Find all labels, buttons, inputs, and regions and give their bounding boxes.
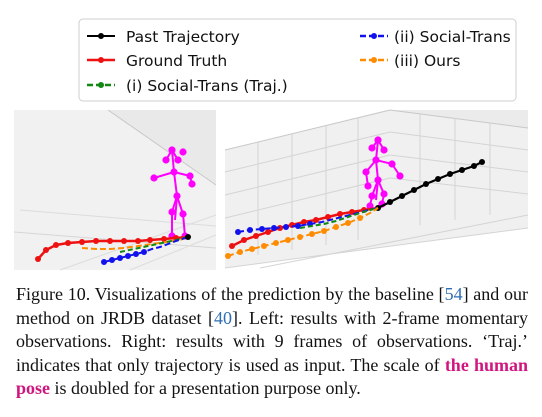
left-ground-truth-points (35, 235, 179, 262)
right-3d-panel (224, 109, 529, 269)
legend-item-social-trans: (ii) Social-Trans (360, 28, 511, 46)
right-ours-points (225, 215, 363, 259)
legend-label-past: Past Trajectory (126, 28, 240, 46)
right-pose-skeleton (362, 136, 404, 210)
caption-text-1: Visualizations of the prediction by the … (94, 284, 445, 304)
citation-link-54[interactable]: 54 (444, 284, 463, 304)
legend-label-social-traj: (i) Social-Trans (Traj.) (126, 77, 288, 95)
legend-item-ground-truth: Ground Truth (87, 52, 227, 70)
caption-text-3: ]. Left: results with 2-frame momentary … (16, 307, 528, 375)
legend-label-ours: (iii) Ours (394, 52, 460, 70)
caption-label: Figure 10. (16, 284, 91, 304)
legend: Past Trajectory Ground Truth (i) Social-… (78, 18, 517, 102)
legend-label-ground-truth: Ground Truth (126, 52, 227, 70)
right-ground-truth-points (229, 207, 367, 249)
legend-item-past: Past Trajectory (87, 28, 240, 46)
legend-label-social-trans: (ii) Social-Trans (394, 28, 511, 46)
caption-text-2: ] and our method on JRDB dataset [ (16, 284, 528, 328)
citation-link-40[interactable]: 40 (214, 307, 233, 328)
left-social-trans-points (101, 249, 147, 265)
left-3d-panel (13, 109, 217, 271)
left-pose-skeleton (150, 146, 196, 240)
legend-item-ours: (iii) Ours (360, 52, 460, 70)
legend-item-social-traj: (i) Social-Trans (Traj.) (87, 77, 288, 95)
caption-highlight: the human pose (16, 354, 528, 399)
left-past-points (185, 234, 191, 240)
right-past-line (377, 161, 483, 209)
right-social-trans-points (235, 221, 313, 235)
right-social-traj-line (299, 207, 379, 229)
figure-caption: Figure 10. Visualizations of the predict… (16, 283, 528, 401)
caption-text-4: is doubled for a presentation purpose on… (50, 378, 361, 398)
